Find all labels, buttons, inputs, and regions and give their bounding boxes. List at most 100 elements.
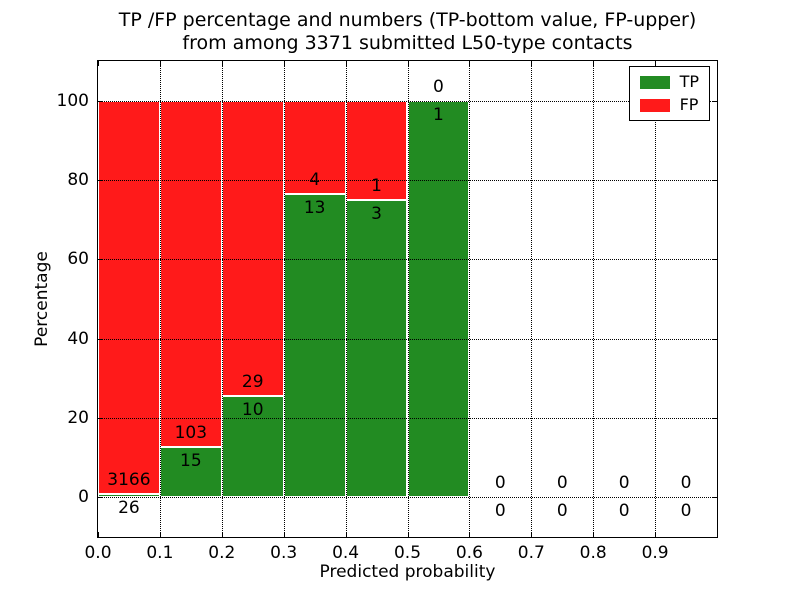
y-tick — [98, 100, 103, 102]
tp-bar-segment — [98, 494, 160, 498]
tp-count-label: 0 — [618, 501, 630, 522]
x-gridline — [655, 61, 657, 537]
x-tick — [407, 532, 409, 537]
x-tick-label: 0.9 — [641, 543, 669, 563]
x-tick — [345, 61, 347, 66]
fp-bar-segment — [345, 100, 408, 200]
x-tick — [283, 532, 285, 537]
y-tick-label: 0 — [78, 487, 89, 508]
tp-bar-segment — [159, 446, 222, 498]
fp-count-label: 0 — [680, 473, 692, 494]
x-tick-label: 0.3 — [270, 543, 298, 563]
x-gridline — [531, 61, 533, 537]
x-tick-label: 0.2 — [208, 543, 236, 563]
x-tick-label: 0.6 — [455, 543, 483, 563]
fp-count-label: 0 — [494, 473, 506, 494]
tp-count-label: 1 — [433, 104, 444, 125]
y-tick — [712, 259, 717, 261]
x-tick — [469, 532, 471, 537]
x-tick — [345, 532, 347, 537]
x-gridline — [159, 61, 161, 537]
x-tick — [593, 61, 595, 66]
x-tick — [221, 532, 223, 537]
y-tick — [712, 100, 717, 102]
x-tick — [98, 61, 99, 66]
y-tick — [712, 497, 717, 499]
x-tick — [469, 61, 471, 66]
fp-bar-segment — [159, 100, 222, 447]
y-tick-label: 80 — [67, 170, 89, 190]
y-tick — [98, 180, 103, 181]
tp-bar-segment — [283, 194, 346, 498]
y-tick-label: 20 — [67, 408, 89, 428]
plot-area: 3166 26 103 15 29 10 4 13 1 3 0 1 0 0 0 0 0 0 0 0 0.0 0.1 0.2 0… — [57, 60, 718, 563]
x-gridline — [345, 61, 347, 537]
x-gridline — [469, 61, 471, 537]
fp-count-label: 103 — [174, 422, 208, 443]
y-gridline — [98, 497, 717, 499]
legend-swatch-tp — [639, 75, 670, 89]
tp-count-label: 0 — [494, 501, 506, 522]
y-gridline — [98, 180, 717, 181]
tp-count-label: 0 — [556, 501, 568, 522]
x-tick — [159, 532, 161, 537]
chart-title-line2: from among 3371 submitted L50-type conta… — [182, 32, 633, 54]
x-tick — [531, 532, 533, 537]
fp-bar-segment — [221, 100, 284, 396]
tp-count-label: 0 — [680, 501, 692, 522]
x-tick-label: 0.0 — [84, 543, 112, 563]
fp-count-label: 0 — [433, 76, 444, 97]
tp-count-label: 10 — [241, 399, 264, 420]
legend-row-fp: FP — [639, 95, 699, 114]
fp-bar-segment — [98, 100, 160, 495]
x-tick — [159, 61, 161, 66]
x-gridline — [407, 61, 409, 537]
y-gridline — [98, 100, 717, 102]
x-tick — [531, 61, 533, 66]
y-tick — [98, 259, 103, 261]
tp-count-label: 3 — [371, 203, 382, 224]
x-tick-label: 0.4 — [332, 543, 360, 563]
tp-count-label: 15 — [180, 450, 202, 471]
y-tick-label: 40 — [67, 328, 89, 349]
x-tick-label: 0.1 — [146, 543, 174, 563]
x-tick-label: 0.7 — [517, 543, 545, 563]
fp-count-label: 0 — [556, 473, 568, 494]
fp-count-label: 4 — [309, 170, 321, 190]
x-tick — [98, 532, 99, 537]
fp-count-label: 0 — [618, 473, 630, 494]
fp-count-label: 1 — [371, 175, 382, 196]
x-tick-label: 0.8 — [579, 543, 607, 563]
legend-label-tp: TP — [679, 72, 699, 91]
legend-label-fp: FP — [679, 95, 699, 114]
x-gridline — [593, 61, 595, 537]
y-gridline — [98, 338, 717, 340]
x-tick — [655, 532, 657, 537]
chart-title: TP /FP percentage and numbers (TP-bottom… — [97, 9, 718, 55]
x-tick — [407, 61, 409, 66]
y-tick — [98, 418, 103, 419]
y-gridline — [98, 418, 717, 419]
x-gridline — [283, 61, 285, 537]
tp-count-label: 26 — [118, 498, 140, 519]
legend-box: TP FP — [628, 66, 710, 121]
x-gridline — [221, 61, 223, 537]
x-axis-label: Predicted probability — [319, 562, 496, 582]
tp-count-label: 13 — [303, 198, 326, 218]
chart-title-line1: TP /FP percentage and numbers (TP-bottom… — [118, 9, 697, 31]
x-tick — [655, 61, 657, 66]
legend-row-tp: TP — [639, 72, 699, 91]
legend-swatch-fp — [639, 98, 670, 112]
y-tick — [712, 338, 717, 340]
fp-count-label: 3166 — [107, 470, 151, 491]
y-tick — [98, 497, 103, 499]
y-tick-label: 100 — [56, 90, 89, 111]
x-tick — [283, 61, 285, 66]
y-tick-label: 60 — [67, 249, 89, 270]
x-tick — [593, 532, 595, 537]
y-tick — [712, 180, 717, 181]
y-tick — [712, 418, 717, 419]
y-tick — [98, 338, 103, 340]
tp-bar-segment — [407, 100, 470, 498]
